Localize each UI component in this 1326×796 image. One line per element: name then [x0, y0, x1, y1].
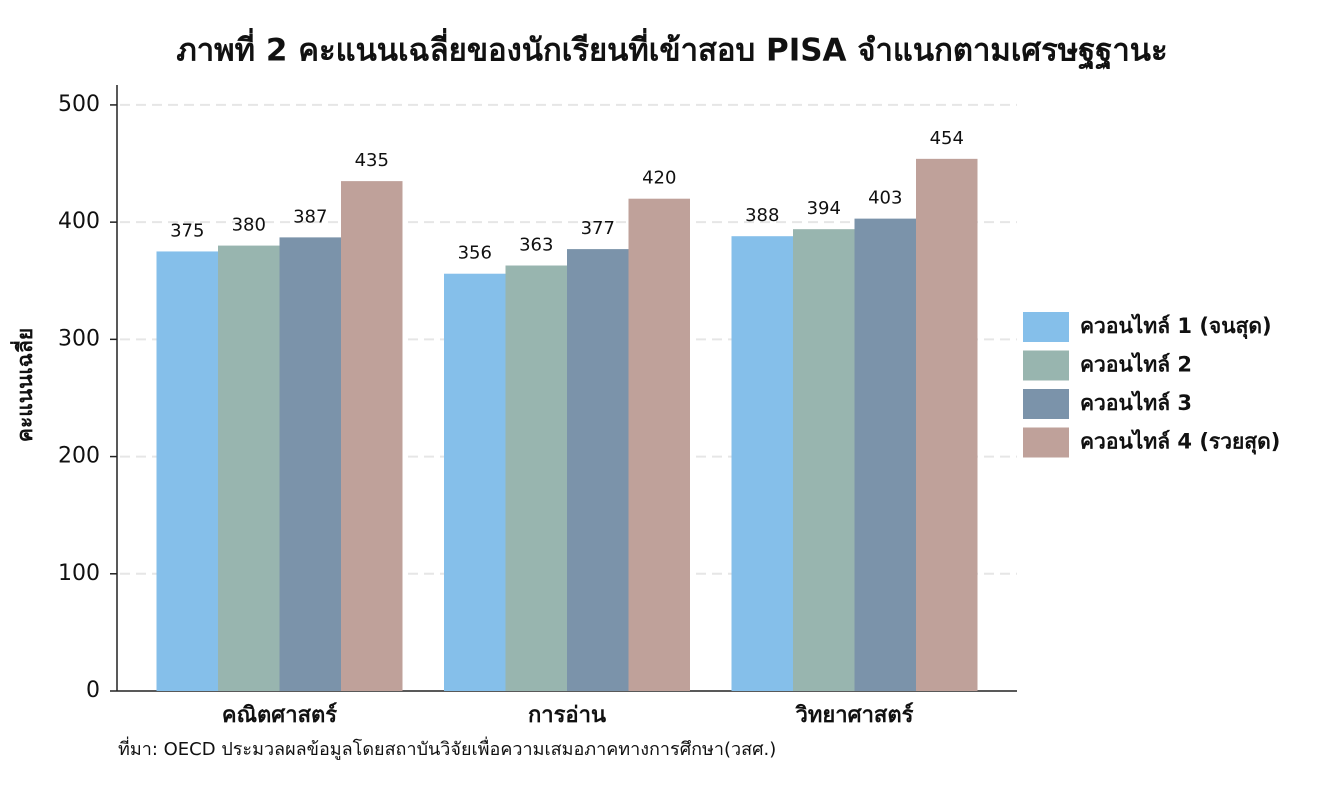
chart-title: ภาพที่ 2 คะแนนเฉลี่ยของนักเรียนที่เข้าสอ…: [176, 28, 1167, 71]
legend-swatch: [1023, 389, 1069, 419]
data-label: 403: [868, 188, 902, 209]
data-label: 394: [807, 198, 841, 219]
legend-swatch: [1023, 312, 1069, 342]
bar: [916, 158, 978, 691]
y-tick-label: 200: [58, 444, 100, 469]
y-tick-label: 500: [58, 92, 100, 117]
bar: [854, 218, 916, 691]
data-label: 387: [293, 206, 327, 227]
data-label: 420: [642, 168, 676, 189]
x-tick-label: วิทยาศาสตร์: [795, 702, 914, 728]
legend-label: ควอนไทล์ 2: [1080, 352, 1192, 377]
y-tick-label: 100: [58, 561, 100, 586]
data-label: 375: [170, 220, 204, 241]
bar: [218, 245, 280, 691]
y-tick-label: 0: [86, 678, 100, 703]
data-label: 380: [232, 215, 266, 236]
data-label: 454: [930, 128, 964, 149]
data-label: 356: [458, 243, 492, 264]
data-label: 377: [581, 218, 615, 239]
y-axis-label: คะแนนเฉลี่ย: [9, 328, 37, 442]
data-label: 388: [745, 205, 779, 226]
bar: [156, 251, 218, 691]
legend-swatch: [1023, 350, 1069, 381]
legend-label: ควอนไทล์ 4 (รวยสุด): [1080, 429, 1280, 456]
bar: [341, 181, 403, 691]
legend-swatch: [1023, 427, 1069, 458]
bar: [279, 237, 341, 692]
bar: [505, 265, 567, 691]
x-tick-label: คณิตศาสตร์: [222, 702, 337, 728]
x-tick-label: การอ่าน: [528, 703, 606, 728]
bar: [793, 229, 855, 692]
legend-label: ควอนไทล์ 1 (จนสุด): [1080, 313, 1272, 340]
y-tick-label: 400: [58, 209, 100, 234]
data-label: 363: [519, 235, 553, 256]
bar: [444, 273, 506, 691]
data-label: 435: [355, 150, 389, 171]
bar: [567, 249, 629, 691]
source-note: ที่มา: OECD ประมวลผลข้อมูลโดยสถาบันวิจัย…: [118, 736, 776, 760]
y-tick-label: 300: [58, 326, 100, 351]
legend-label: ควอนไทล์ 3: [1080, 390, 1192, 415]
bar: [628, 198, 690, 692]
bar: [731, 236, 793, 691]
